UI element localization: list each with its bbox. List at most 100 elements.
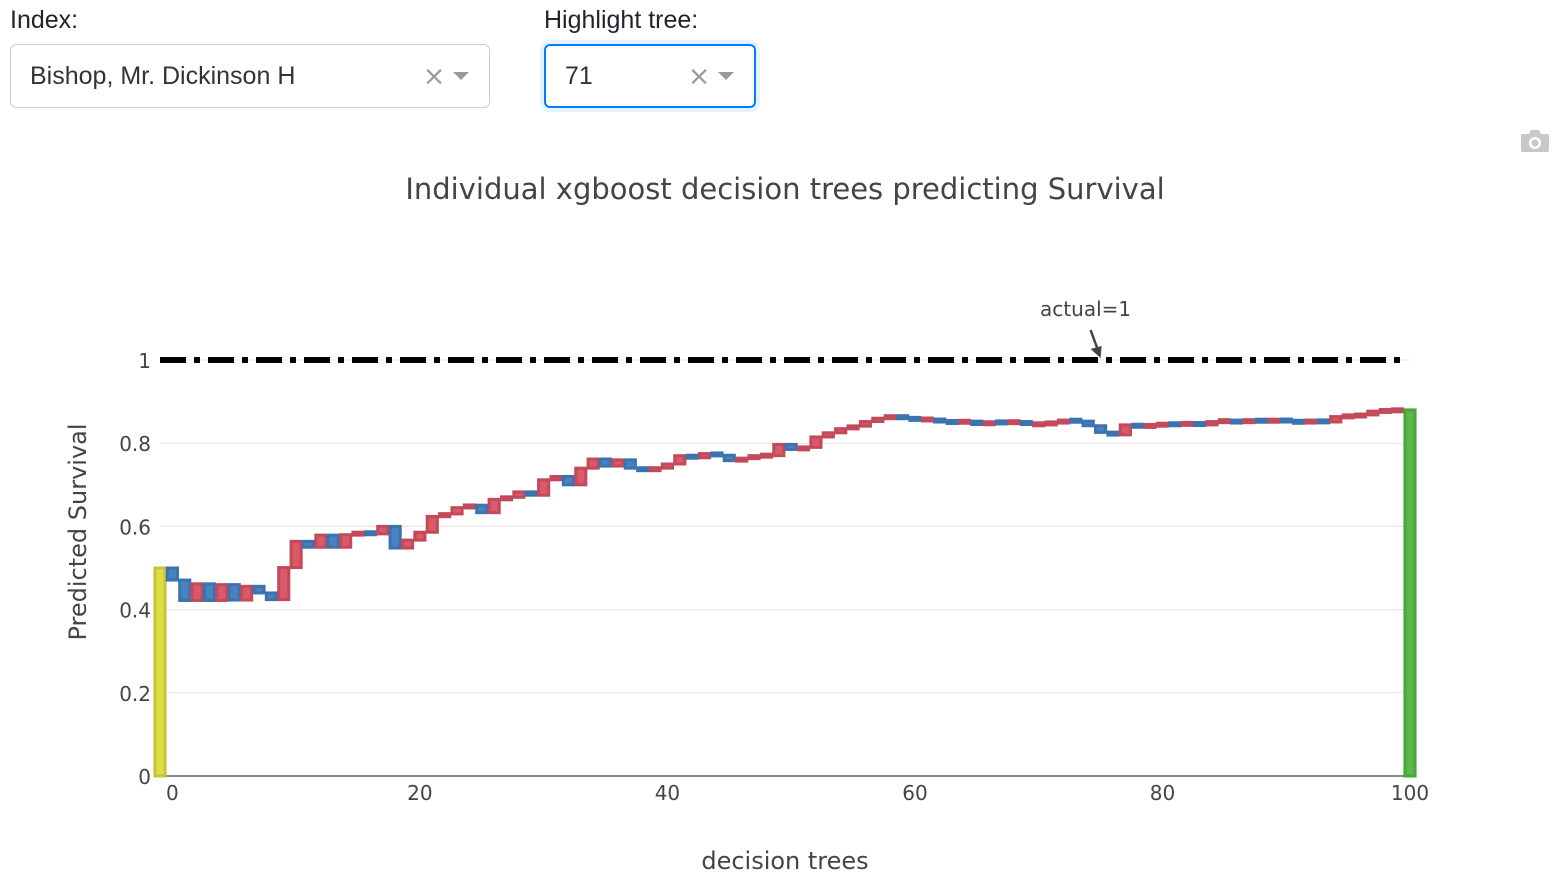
tree-bar	[202, 582, 217, 602]
y-tick-label: 0.8	[119, 432, 151, 456]
tree-bar	[277, 566, 291, 602]
tree-bar	[1217, 418, 1231, 425]
tree-bar	[920, 416, 934, 423]
tree-bar	[673, 454, 687, 466]
tree-bar	[933, 417, 947, 424]
tree-bar	[1353, 412, 1368, 419]
tree-bar	[1292, 418, 1306, 425]
tree-bar	[1366, 409, 1380, 417]
index-chevron-down-icon[interactable]	[453, 72, 469, 80]
tree-bar	[1267, 417, 1281, 424]
tree-bar	[796, 445, 811, 452]
x-tick-label: 60	[902, 781, 927, 805]
tree-bar	[883, 414, 897, 421]
tree-bar	[1155, 421, 1170, 428]
tree-bar	[240, 584, 254, 602]
tree-bar	[1168, 421, 1182, 428]
tree-bar	[697, 452, 712, 460]
actual-annotation: actual=1	[1040, 297, 1131, 321]
tree-bar	[326, 533, 340, 549]
tree-bar	[1044, 420, 1058, 427]
tree-bar	[264, 591, 278, 602]
x-axis-label: decision trees	[701, 847, 868, 875]
tree-bar	[178, 578, 192, 602]
tree-bar	[908, 415, 922, 422]
y-tick-label: 0.4	[119, 599, 151, 623]
tree-bar	[982, 420, 996, 427]
tree-bar	[363, 530, 377, 537]
y-tick-label: 1	[138, 349, 151, 373]
tree-bar	[821, 431, 835, 439]
x-tick-label: 40	[655, 781, 680, 805]
tree-bar	[1180, 420, 1194, 427]
tree-bar	[561, 474, 575, 487]
tree-bar	[1205, 420, 1219, 427]
y-axis-ticks: 0 0.2 0.4 0.6 0.8 1	[119, 349, 151, 789]
tree-bar	[388, 524, 402, 550]
tree-bar	[1131, 422, 1145, 429]
x-tick-label: 20	[407, 781, 432, 805]
tree-bar	[636, 466, 650, 473]
tree-bar	[413, 530, 427, 542]
highlight-tree-label: Highlight tree:	[544, 6, 699, 34]
tree-bar	[425, 514, 439, 534]
highlight-tree-chevron-down-icon[interactable]	[718, 72, 734, 80]
index-clear-icon[interactable]: ×	[422, 60, 446, 92]
tree-bar	[1329, 415, 1343, 424]
tree-bar	[1143, 422, 1157, 429]
tree-bar	[660, 462, 675, 470]
tree-bar	[611, 458, 625, 468]
tree-bar	[945, 418, 959, 425]
index-selected-value: Bishop, Mr. Dickinson H	[30, 61, 296, 90]
tree-bar	[772, 442, 786, 458]
tree-bar	[1378, 407, 1392, 414]
tree-bar	[1304, 418, 1318, 425]
tree-bar	[970, 419, 984, 426]
tree-bar	[499, 495, 514, 502]
tree-bar	[710, 451, 724, 458]
tree-bar	[1032, 421, 1046, 428]
tree-bar	[574, 466, 588, 487]
tree-bar	[524, 490, 538, 497]
tree-bar	[846, 424, 860, 431]
tree-bar	[1007, 419, 1021, 426]
tree-bar	[1316, 418, 1330, 425]
tree-bar	[1106, 430, 1120, 437]
highlight-tree-selected-value: 71	[565, 61, 593, 90]
tree-bar	[438, 512, 452, 519]
tree-bar	[1019, 420, 1033, 427]
tree-bars	[153, 407, 1417, 778]
tree-bar	[462, 503, 476, 510]
camera-icon[interactable]	[1520, 128, 1550, 154]
y-tick-label: 0.2	[119, 682, 151, 706]
tree-bar	[190, 582, 204, 602]
tree-bar	[896, 414, 910, 421]
tree-bar	[685, 453, 699, 460]
index-dropdown[interactable]: Bishop, Mr. Dickinson H ×	[10, 44, 490, 108]
tree-bar	[537, 478, 551, 497]
tree-bar	[165, 566, 179, 582]
tree-bar	[1254, 417, 1269, 424]
tree-bar	[1341, 413, 1355, 420]
tree-bar	[722, 453, 736, 463]
tree-bar	[1081, 419, 1095, 428]
tree-bar	[735, 456, 749, 463]
tree-bar	[1279, 417, 1293, 424]
tree-bar	[301, 539, 316, 549]
tree-bar	[586, 457, 600, 470]
tree-bar	[400, 538, 415, 550]
x-tick-label: 80	[1150, 781, 1175, 805]
tree-bar	[1242, 418, 1256, 425]
y-tick-label: 0.6	[119, 515, 151, 539]
tree-bar	[549, 474, 563, 482]
index-label: Index:	[10, 6, 79, 34]
annotation-arrow-head	[1090, 346, 1102, 358]
final-prediction-bar	[1403, 408, 1417, 778]
tree-bar	[1193, 421, 1207, 428]
tree-bar	[450, 506, 464, 516]
tree-bar	[1056, 418, 1071, 425]
tree-bar	[747, 454, 761, 461]
highlight-tree-clear-icon[interactable]: ×	[687, 60, 711, 92]
highlight-tree-dropdown[interactable]: 71 ×	[544, 44, 756, 108]
